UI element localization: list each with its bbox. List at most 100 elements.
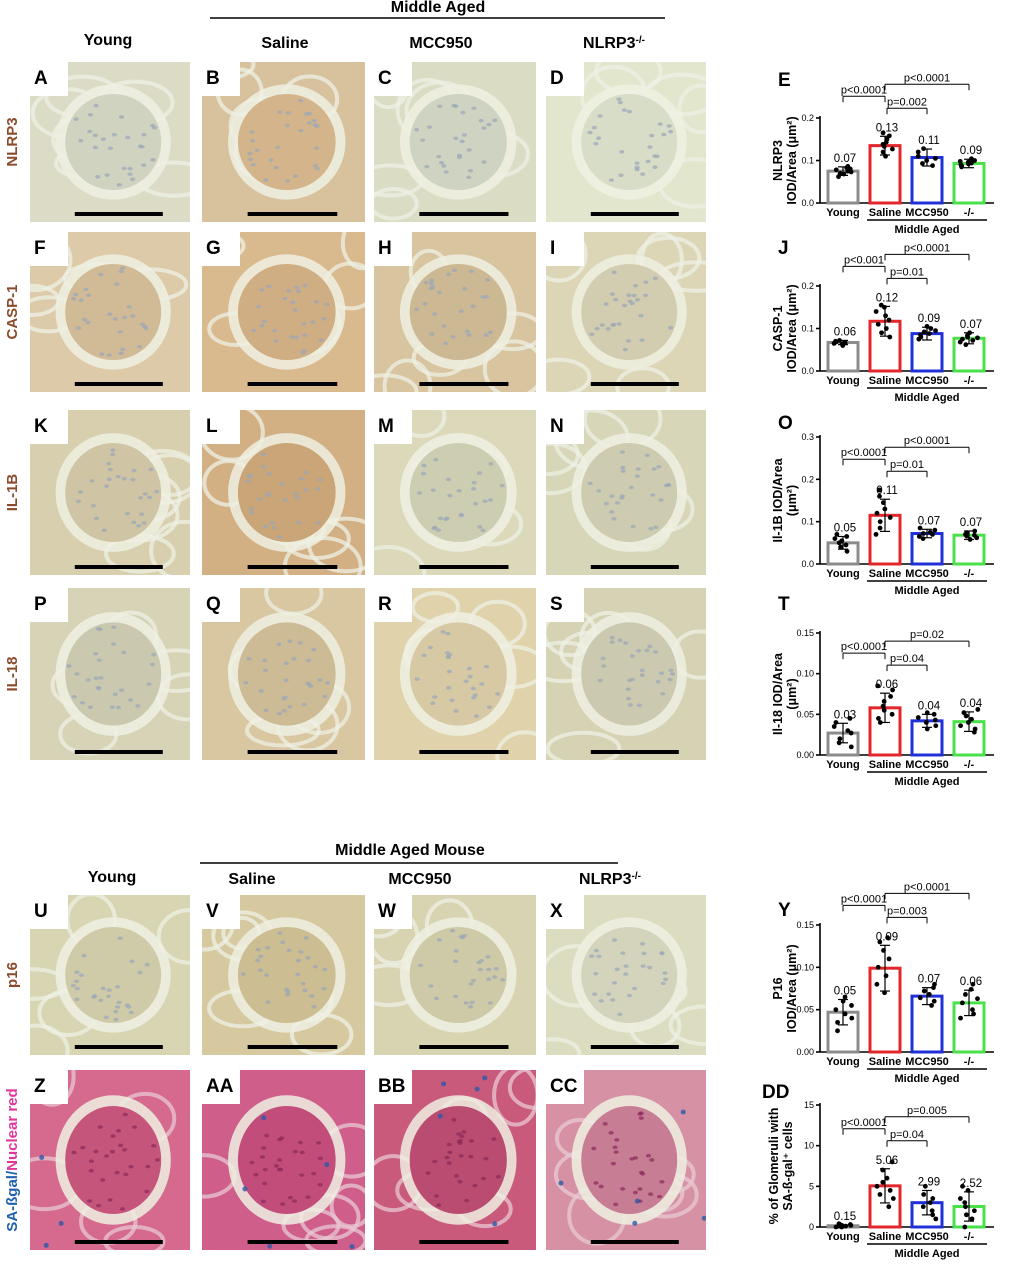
nucleus <box>421 463 427 468</box>
nucleus <box>432 312 438 316</box>
nucleus <box>445 631 451 636</box>
nucleus <box>277 931 283 935</box>
data-point <box>957 1196 963 1201</box>
scale-bar <box>74 382 163 386</box>
nucleus <box>309 994 315 998</box>
data-point <box>924 710 930 716</box>
data-point <box>969 1216 975 1222</box>
sa-bgal-stain <box>634 1198 640 1204</box>
nucleus <box>421 653 427 658</box>
nucleus <box>283 678 289 682</box>
data-point <box>958 1015 963 1021</box>
nucleus <box>246 479 252 483</box>
nucleus <box>311 1005 317 1009</box>
value-label: 0.07 <box>960 517 982 529</box>
nucleus <box>259 323 265 328</box>
x-tick-label: Saline <box>869 1056 901 1068</box>
data-point <box>838 544 844 550</box>
nucleus <box>301 702 307 707</box>
nucleus <box>468 269 475 274</box>
nucleus <box>151 1144 157 1148</box>
data-point <box>835 1028 840 1034</box>
nucleus <box>79 701 85 705</box>
value-label: 0.09 <box>960 145 982 157</box>
nucleus <box>451 268 458 273</box>
nucleus <box>112 317 118 321</box>
scale-bar <box>590 1045 679 1049</box>
y-tick-label: 0.10 <box>796 669 814 679</box>
nucleus <box>121 166 127 171</box>
nucleus <box>432 695 438 699</box>
nucleus <box>598 999 605 1003</box>
micrograph-r: R <box>374 588 536 760</box>
micrograph-a: A <box>30 62 190 222</box>
col-header-young: Young <box>84 32 133 49</box>
data-point <box>883 326 889 331</box>
nucleus <box>324 302 330 307</box>
nucleus <box>281 708 287 713</box>
data-point <box>963 992 968 997</box>
nucleus <box>631 293 637 298</box>
data-point <box>847 1222 853 1227</box>
nucleus <box>618 173 624 177</box>
nucleus <box>596 954 602 959</box>
nucleus <box>295 972 301 977</box>
nucleus <box>110 642 117 646</box>
data-point <box>969 156 974 162</box>
nucleus <box>279 1136 285 1140</box>
nucleus <box>657 122 663 126</box>
group-label: Middle Aged <box>895 392 960 404</box>
nucleus <box>443 341 449 346</box>
nucleus <box>647 1192 654 1197</box>
sa-bgal-stain <box>261 1115 267 1121</box>
data-point <box>968 986 974 992</box>
nucleus <box>436 1203 442 1208</box>
data-point <box>926 331 932 336</box>
data-point <box>931 711 937 717</box>
nucleus <box>262 1181 268 1186</box>
nucleus <box>614 967 620 972</box>
nucleus <box>128 1164 134 1169</box>
nucleus <box>258 689 264 693</box>
data-point <box>930 1196 936 1201</box>
nucleus <box>626 993 633 998</box>
nucleus <box>589 954 595 959</box>
panel-label: Z <box>34 1076 46 1097</box>
nucleus <box>87 705 94 710</box>
scale-bar <box>419 750 509 754</box>
nucleus <box>137 970 143 975</box>
glomerulus <box>237 443 336 542</box>
data-point <box>961 710 967 716</box>
nucleus <box>128 1010 134 1015</box>
nucleus <box>95 175 101 179</box>
y-tick-label: 0.1 <box>801 324 814 334</box>
data-point <box>847 716 853 721</box>
nucleus <box>468 982 474 986</box>
nucleus <box>644 453 650 458</box>
panel-label: V <box>206 901 219 922</box>
chart-panel-label: DD <box>762 1082 789 1103</box>
y-tick-label: 0.10 <box>796 962 814 972</box>
panel-label: S <box>550 594 563 615</box>
value-label: 0.15 <box>834 1211 856 1223</box>
nucleus <box>269 521 275 525</box>
nucleus <box>626 293 632 298</box>
nucleus <box>663 483 670 488</box>
nucleus <box>632 1156 639 1160</box>
nucleus <box>298 950 304 954</box>
data-point <box>927 1200 933 1205</box>
value-label: 0.03 <box>834 709 856 721</box>
nucleus <box>641 951 647 956</box>
group-header-bottom: Middle Aged Mouse <box>335 842 485 859</box>
scale-bar <box>419 1045 509 1049</box>
nucleus <box>249 130 255 134</box>
scale-bar <box>74 212 163 216</box>
value-label: 2.99 <box>918 1176 940 1188</box>
glomerulus <box>581 264 678 360</box>
p-value-label: p=0.04 <box>890 1129 924 1141</box>
scale-bar <box>419 212 509 216</box>
nucleus <box>321 317 327 321</box>
nucleus <box>295 958 302 963</box>
data-point <box>886 133 892 139</box>
